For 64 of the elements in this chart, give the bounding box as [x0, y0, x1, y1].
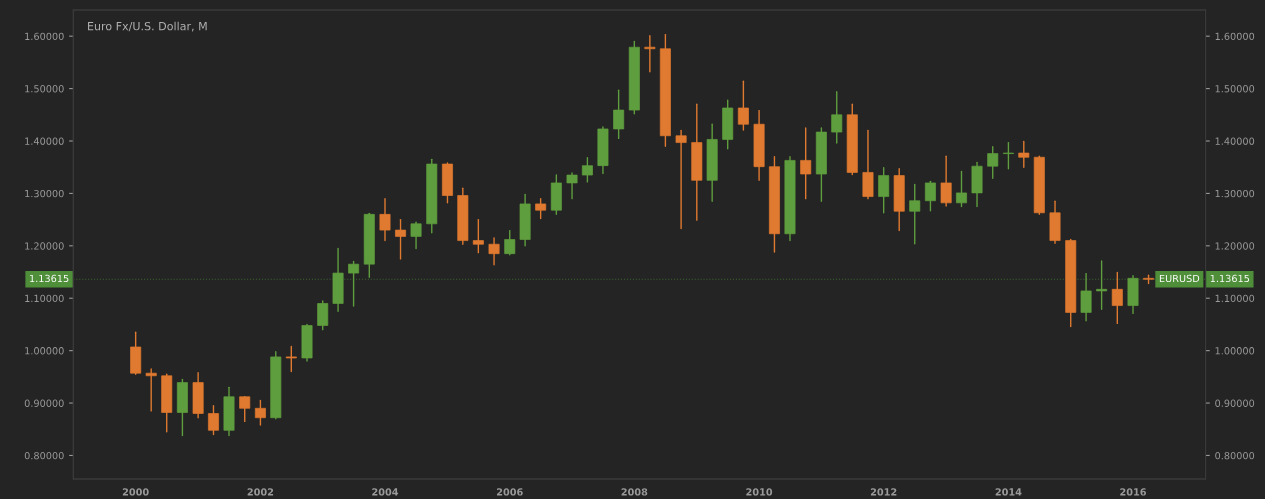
- candlestick: [831, 91, 843, 144]
- x-tick-label: 2014: [995, 488, 1022, 496]
- y-tick-label: 1.00000: [25, 347, 64, 355]
- candlestick: [566, 172, 578, 200]
- candlestick: [924, 180, 936, 212]
- candlestick: [613, 89, 625, 140]
- y2-tick-label: 1.40000: [1215, 137, 1255, 145]
- candlestick: [1018, 140, 1030, 168]
- candlestick: [348, 260, 360, 307]
- y2-tick-label: 0.80000: [1215, 451, 1255, 460]
- y2-tick-label: 1.50000: [1215, 85, 1255, 93]
- y-tick-label: 1.10000: [25, 294, 64, 303]
- candlestick: [410, 221, 422, 250]
- candlestick: [254, 399, 266, 426]
- y2-tick-label: 1.30000: [1215, 189, 1255, 198]
- candlestick: [987, 146, 999, 179]
- candlestick: [379, 197, 391, 242]
- candlestick: [317, 300, 329, 331]
- candlestick: [395, 218, 406, 260]
- annotation: EURUSD: [1159, 274, 1200, 283]
- candlestick: [472, 218, 484, 254]
- candlestick: [1002, 141, 1014, 170]
- candlestick: [285, 345, 297, 373]
- y2-tick-label: 1.20000: [1215, 242, 1255, 250]
- candlestick: [145, 368, 157, 412]
- y2-tick-label: 0.90000: [1215, 399, 1255, 407]
- text: 1.13615: [1210, 274, 1250, 283]
- candlestick: [581, 157, 593, 183]
- y-tick-label: 0.90000: [24, 399, 64, 407]
- candlestick: [208, 404, 219, 436]
- x-tick-label: 2010: [746, 488, 773, 496]
- y-tick-label: 1.30000: [25, 189, 64, 198]
- text: Euro Fx/U.S. Dollar, M: [88, 21, 207, 32]
- x-tick-label: 2012: [870, 488, 897, 496]
- candlestick: [909, 183, 921, 245]
- candlestick: [800, 127, 812, 200]
- candlestick: [644, 34, 656, 73]
- x-tick-label: 2004: [372, 488, 399, 496]
- x-tick-label: 2016: [1120, 488, 1147, 496]
- candlestick: [239, 396, 251, 423]
- candlestick: [956, 170, 967, 208]
- x-tick-label: 2000: [122, 488, 149, 496]
- candlestick: [878, 167, 890, 214]
- candlestick: [940, 155, 952, 207]
- y2-tick-label: 1.60000: [1215, 32, 1255, 41]
- y-tick-label: 1.20000: [25, 242, 64, 250]
- candlestick: [535, 197, 547, 220]
- ref-line-label: 1.13615: [30, 274, 69, 283]
- candlestick: [488, 237, 500, 266]
- candlestick: [737, 80, 749, 131]
- y-tick-label: 1.50000: [25, 85, 64, 93]
- y-tick-label: 0.80000: [24, 451, 64, 460]
- candlestick: [1080, 272, 1092, 322]
- candlestick: [504, 229, 516, 256]
- x-tick-label: 2008: [621, 488, 648, 496]
- x-tick-label: 2006: [496, 488, 523, 496]
- y-tick-label: 1.60000: [25, 32, 64, 41]
- candlestick: [1096, 260, 1108, 310]
- x-tick-label: 2002: [247, 488, 274, 496]
- y2-tick-label: 1.00000: [1215, 347, 1255, 355]
- candlestick: [675, 129, 687, 230]
- candlestick: [1111, 271, 1123, 325]
- y-tick-label: 1.40000: [25, 137, 64, 145]
- y2-tick-label: 1.10000: [1215, 294, 1255, 303]
